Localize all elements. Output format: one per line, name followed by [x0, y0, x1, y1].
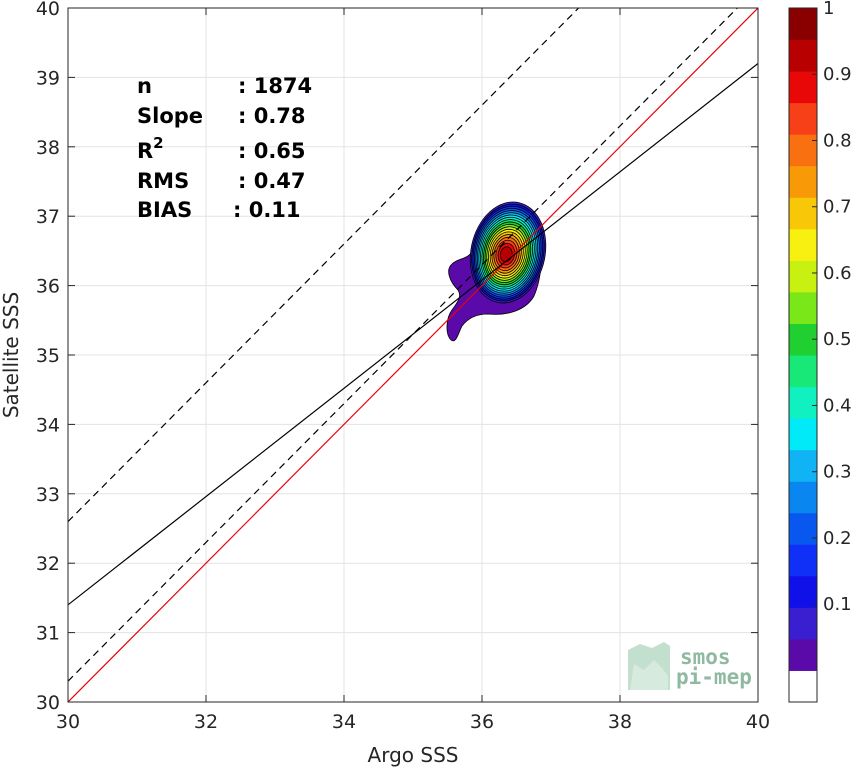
y-tick-label: 40	[36, 0, 60, 20]
colorbar-label: 0.3	[823, 462, 852, 483]
colorbar-label: 0.1	[823, 594, 852, 615]
x-tick-label: 40	[746, 711, 770, 733]
x-tick-label: 32	[194, 711, 218, 733]
colorbar-segment	[789, 71, 817, 104]
stat-key-superscript: 2	[153, 134, 163, 152]
colorbar-label: 1	[823, 0, 834, 19]
colorbar-label: 0.4	[823, 395, 852, 416]
y-tick-label: 37	[36, 206, 60, 228]
x-axis-title: Argo SSS	[368, 743, 459, 767]
y-axis-ticks: 30 31 32 33 34 35 36 37 38 39 40	[36, 0, 758, 714]
grid-lines	[67, 7, 759, 703]
colorbar-segment	[789, 418, 817, 451]
stat-key: Slope	[137, 104, 203, 128]
colorbar-segment	[789, 670, 817, 703]
y-tick-label: 35	[36, 345, 60, 367]
stat-value: : 0.65	[238, 139, 306, 163]
y-tick-label: 38	[36, 137, 60, 159]
logo-line1: smos	[680, 645, 731, 669]
colorbar-segment	[789, 260, 817, 293]
logo-line2: pi-mep	[676, 665, 752, 689]
colorbar-segment	[789, 386, 817, 419]
colorbar-frame	[788, 7, 818, 703]
stat-value: : 0.47	[238, 169, 306, 193]
colorbar-segment	[789, 39, 817, 72]
colorbar-segment	[789, 228, 817, 261]
colorbar-segment	[789, 638, 817, 671]
y-tick-label: 32	[36, 553, 60, 575]
colorbar-label: 0.2	[823, 528, 852, 549]
colorbar-segment	[789, 8, 817, 41]
stat-key: RMS	[137, 169, 189, 193]
y-tick-label: 39	[36, 67, 60, 89]
colorbar-segment	[789, 102, 817, 135]
colorbar-label: 0.5	[823, 329, 852, 350]
line-1:1	[68, 8, 758, 702]
colorbar-segment	[789, 544, 817, 577]
colorbar-label: 0.9	[823, 64, 852, 85]
colorbar-segment	[789, 481, 817, 514]
stat-value: : 0.78	[238, 104, 306, 128]
colorbar-segment	[789, 134, 817, 167]
y-tick-label: 33	[36, 484, 60, 506]
stat-value: : 1874	[238, 74, 312, 98]
colorbar-segment	[789, 165, 817, 198]
smos-pi-mep-logo: smos pi-mep	[628, 642, 752, 690]
colorbar-segment	[789, 512, 817, 545]
y-tick-label: 34	[36, 414, 60, 436]
colorbar-label: 0.6	[823, 263, 852, 284]
line-regression	[68, 63, 758, 606]
colorbar-segment	[789, 197, 817, 230]
colorbar-segment	[789, 355, 817, 388]
x-tick-label: 30	[56, 711, 80, 733]
x-tick-label: 38	[608, 711, 632, 733]
y-tick-label: 31	[36, 623, 60, 645]
stat-key: n	[137, 74, 152, 98]
stat-key: BIAS	[137, 198, 192, 222]
x-axis-ticks: 30 32 34 36 38 40	[56, 8, 770, 733]
y-tick-label: 30	[36, 692, 60, 714]
colorbar-label: 0.8	[823, 130, 852, 151]
colorbar-segment	[789, 449, 817, 482]
y-axis-title: Satellite SSS	[0, 292, 23, 418]
reference-lines	[68, 8, 758, 702]
y-tick-label: 36	[36, 276, 60, 298]
x-tick-label: 36	[470, 711, 494, 733]
colorbar-segment	[789, 607, 817, 640]
colorbar-segment	[789, 575, 817, 608]
logo-waves-icon-2	[630, 660, 668, 690]
colorbar-segment	[789, 291, 817, 324]
colorbar-label: 0.7	[823, 197, 852, 218]
x-tick-label: 34	[332, 711, 356, 733]
colorbar: 0.1 0.2 0.3 0.4 0.5 0.6 0.7 0.8 0.9 1	[788, 0, 852, 703]
stat-value: : 0.11	[233, 198, 301, 222]
